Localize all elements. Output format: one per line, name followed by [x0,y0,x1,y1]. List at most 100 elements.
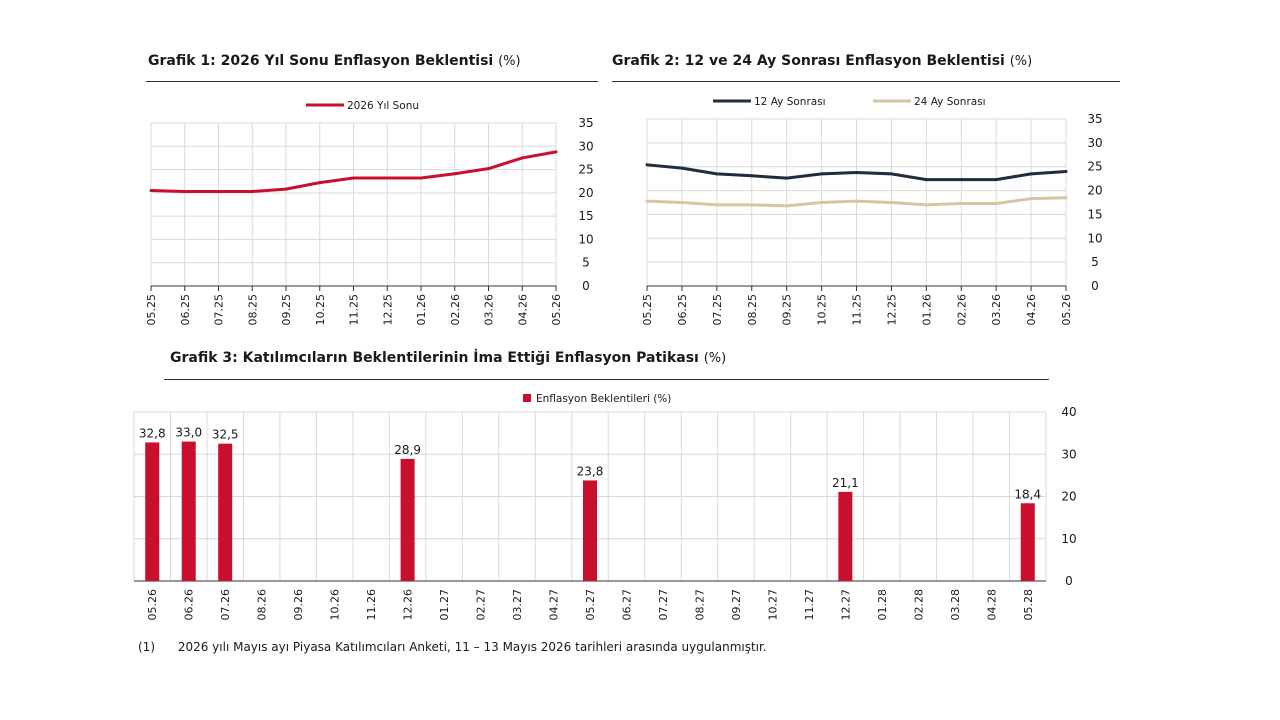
chart3-data-label: 32,8 [139,426,166,440]
chart1-title-text: Grafik 1: 2026 Yıl Sonu Enflasyon Beklen… [148,53,494,69]
chart2-xtick-label: 03.26 [990,294,1003,326]
chart3-bar [1020,503,1035,581]
chart1-title-rule [146,81,598,82]
chart3-xtick-label: 10.27 [766,589,779,621]
chart3-xtick-label: 12.27 [839,589,852,621]
chart3-xtick-label: 02.28 [912,589,925,621]
chart1-series-0-point [217,189,220,193]
chart3-xtick-label: 07.26 [219,589,232,621]
chart1-xtick-label: 04.26 [516,294,529,326]
chart3-xtick-label: 07.27 [657,589,670,621]
chart2-series-1-point [924,203,928,207]
chart2-series-1-point [959,201,963,205]
chart2-legend-label: 24 Ay Sonrası [914,96,986,108]
chart1-series-0-point [149,189,153,193]
chart1-xtick-label: 06.25 [179,294,192,326]
chart2-xtick-label: 02.26 [955,294,968,326]
chart3-data-label: 21,1 [832,476,859,490]
chart2-series-1-point [889,201,893,204]
chart1-series-0-point [453,172,457,176]
chart2-series-0-point [924,178,928,182]
chart2-ytick-label: 0 [1091,279,1099,293]
chart3-xtick-label: 11.27 [803,589,816,621]
chart2-ytick-label: 15 [1087,207,1102,221]
chart3-xtick-label: 04.27 [548,589,561,621]
chart1-series-0-point [385,176,389,180]
chart3-xtick-label: 03.28 [949,589,962,621]
chart1-series-0-point [554,150,558,154]
chart3-xtick-label: 05.27 [584,589,597,621]
chart3-bar [400,458,415,581]
chart2-series-0-point [959,178,963,182]
chart2-series-0-point [1029,172,1033,176]
chart2-xtick-label: 05.25 [641,294,654,326]
chart3-title-text: Grafik 3: Katılımcıların Beklentilerinin… [170,350,699,366]
chart2-ytick-label: 20 [1087,184,1102,198]
chart3-title: Grafik 3: Katılımcıların Beklentilerinin… [170,350,726,366]
chart2-series-1-point [680,201,684,204]
chart2-series-0-point [889,172,893,176]
chart2-ytick-label: 5 [1091,255,1099,269]
chart3-bar [145,442,160,581]
chart2-series-0-point [855,170,858,174]
chart3-xtick-label: 06.26 [183,589,196,621]
chart1-ytick-label: 20 [578,186,593,200]
chart2-ytick-label: 35 [1087,112,1102,126]
chart1-xtick-label: 05.25 [145,294,158,326]
chart1-xtick-label: 08.25 [246,294,259,326]
chart2-ytick-label: 10 [1087,231,1102,245]
chart2-series-0-point [645,163,649,167]
chart2-series-1-point [855,199,858,203]
footnote: (1) 2026 yılı Mayıs ayı Piyasa Katılımcı… [138,640,767,654]
chart2-series-0-point [680,166,684,170]
chart2-series-1-point [994,201,998,205]
chart2-xtick-label: 05.26 [1060,294,1073,326]
chart2-series-1-point [645,199,649,203]
chart3-ytick-label: 10 [1061,532,1076,546]
chart1-xtick-label: 09.25 [280,294,293,326]
chart1-ytick-label: 15 [578,209,593,223]
chart3-data-label: 23,8 [577,464,604,478]
chart3-ytick-label: 40 [1061,405,1076,419]
chart3-data-label: 33,0 [175,426,202,440]
chart3-legend-label: Enflasyon Beklentileri (%) [536,393,671,405]
chart2-title-rule [612,81,1120,82]
chart1-series-0-point [352,176,355,180]
chart3-xtick-label: 10.26 [329,589,342,621]
chart1-xtick-label: 11.25 [348,294,361,326]
chart3-xtick-label: 08.27 [693,589,706,621]
chart3-bar [838,491,853,581]
chart1-ytick-label: 25 [578,163,593,177]
chart2-series-1-point [820,201,824,204]
chart1-series-0-point [520,156,524,160]
chart3-legend-swatch [523,394,531,402]
chart1-series-0-point [487,167,490,171]
chart2-ytick-label: 25 [1087,160,1102,174]
chart2-xtick-label: 08.25 [746,294,759,326]
chart1-xtick-label: 01.26 [415,294,428,326]
chart1-xtick-label: 02.26 [449,294,462,326]
chart1-series-0-point [318,181,322,185]
chart3-xtick-label: 02.27 [475,589,488,621]
chart2-xtick-label: 09.25 [781,294,794,326]
chart1-legend-label: 2026 Yıl Sonu [347,100,419,112]
chart3-bar [181,441,196,581]
chart2-series-1-point [750,203,754,207]
chart1-series-0-point [284,187,288,191]
chart3-xtick-label: 09.26 [292,589,305,621]
chart1-xtick-label: 12.25 [381,294,394,326]
footnote-text: 2026 yılı Mayıs ayı Piyasa Katılımcıları… [177,640,767,654]
chart2-series-0-point [994,178,998,182]
chart2-legend-label: 12 Ay Sonrası [754,96,826,108]
footnote-number: (1) [138,640,155,654]
chart1-xtick-label: 10.25 [314,294,327,326]
chart2-xtick-label: 04.26 [1025,294,1038,326]
chart2-series-0-point [750,174,754,178]
chart1-xtick-label: 05.26 [550,294,563,326]
chart2-series-1-point [1064,196,1068,200]
chart3-xtick-label: 08.26 [256,589,269,621]
chart3-data-label: 28,9 [394,443,421,457]
chart2-xtick-label: 10.25 [816,294,829,326]
chart3-ytick-label: 0 [1065,574,1073,588]
